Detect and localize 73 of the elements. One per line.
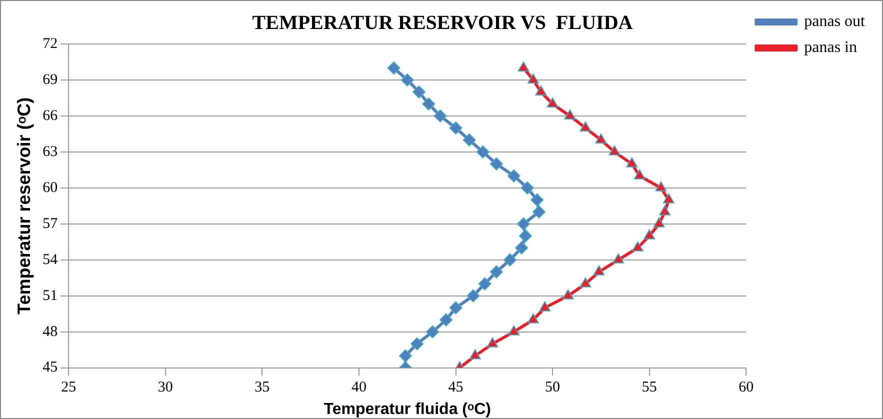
- y-tick-label: 45: [42, 360, 58, 376]
- point: [422, 97, 436, 110]
- point: [490, 157, 503, 170]
- point: [412, 85, 426, 98]
- point: [462, 133, 476, 146]
- y-tick-label: 51: [42, 288, 58, 304]
- point: [644, 229, 656, 240]
- point: [520, 181, 534, 194]
- point: [532, 205, 546, 218]
- point: [608, 145, 620, 156]
- point: [527, 313, 539, 324]
- x-tick-label: 30: [158, 380, 173, 396]
- x-tick-label: 45: [448, 380, 464, 396]
- x-tick-label: 60: [738, 380, 754, 396]
- point: [449, 121, 462, 134]
- point: [546, 97, 558, 108]
- point: [478, 277, 492, 290]
- point: [595, 133, 607, 144]
- point: [426, 325, 440, 338]
- y-tick-label: 63: [42, 144, 58, 160]
- point: [663, 193, 674, 204]
- point: [440, 313, 453, 326]
- point: [527, 73, 539, 84]
- point: [449, 301, 462, 314]
- y-tick-label: 69: [42, 72, 58, 88]
- chart-title: TEMPERATUR RESERVOIR VS FLUIDA: [252, 12, 634, 34]
- point: [486, 337, 498, 348]
- y-axis-title: Temperatur reservoir (ᵒC): [14, 97, 34, 314]
- point: [490, 265, 503, 278]
- point: [507, 169, 520, 182]
- legend-label: panas in: [804, 39, 857, 56]
- point: [517, 217, 530, 230]
- y-tick-label: 57: [42, 216, 58, 232]
- y-tick-label: 48: [42, 324, 58, 340]
- point: [535, 85, 547, 96]
- point: [659, 205, 671, 216]
- point: [469, 349, 481, 360]
- point: [518, 229, 532, 242]
- x-tick-label: 35: [254, 380, 270, 396]
- point: [518, 61, 530, 72]
- point: [612, 253, 624, 264]
- point: [626, 157, 638, 168]
- x-tick-label: 25: [61, 380, 76, 396]
- point: [508, 325, 520, 336]
- point: [653, 217, 665, 228]
- point: [387, 61, 400, 74]
- point: [400, 73, 414, 86]
- point: [503, 253, 516, 266]
- point: [562, 289, 574, 300]
- point: [539, 301, 550, 312]
- point: [434, 109, 447, 122]
- point: [466, 289, 480, 302]
- point: [476, 145, 490, 158]
- point: [632, 241, 644, 252]
- point: [515, 241, 528, 254]
- point: [530, 193, 544, 206]
- x-tick-label: 50: [545, 380, 560, 396]
- point: [634, 169, 646, 180]
- point: [580, 121, 592, 132]
- x-axis-title: Temperatur fluida (ᵒC): [324, 400, 491, 418]
- point: [398, 349, 412, 362]
- x-tick-label: 55: [642, 380, 657, 396]
- point: [580, 277, 592, 288]
- y-tick-label: 66: [42, 108, 58, 124]
- y-tick-label: 60: [42, 180, 58, 196]
- y-tick-label: 54: [42, 252, 58, 268]
- point: [410, 337, 424, 350]
- y-tick-label: 72: [42, 36, 58, 52]
- legend-label: panas out: [804, 13, 866, 30]
- point: [593, 265, 605, 276]
- x-tick-label: 40: [351, 380, 366, 396]
- point: [564, 109, 576, 120]
- point: [655, 181, 667, 192]
